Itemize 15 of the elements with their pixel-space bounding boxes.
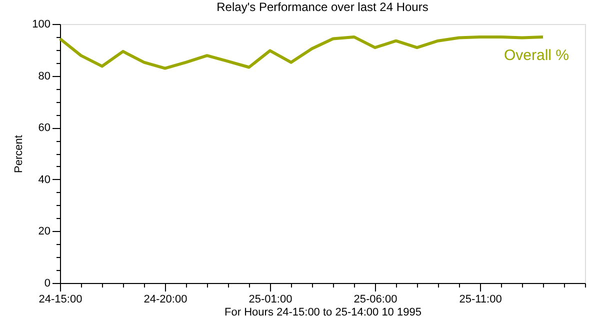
y-tick-label: 60 [38, 122, 50, 134]
x-tick-label: 24-15:00 [38, 294, 82, 306]
y-tick-label: 0 [44, 278, 50, 290]
x-tick-label: 25-01:00 [248, 294, 292, 306]
series-label: Overall % [504, 46, 569, 64]
x-tick-label: 25-11:00 [459, 294, 502, 306]
x-tick-label: 24-20:00 [144, 294, 188, 306]
y-tick-label: 40 [38, 174, 50, 186]
x-tick-label: 25-06:00 [354, 294, 398, 306]
chart-title: Relay's Performance over last 24 Hours [216, 0, 428, 14]
y-tick-label: 20 [38, 226, 50, 238]
y-tick-label: 100 [32, 18, 50, 30]
y-axis-title: Percent [13, 135, 26, 173]
x-axis-title: For Hours 24-15:00 to 25-14:00 10 1995 [224, 306, 422, 318]
y-tick-label: 80 [38, 70, 50, 82]
